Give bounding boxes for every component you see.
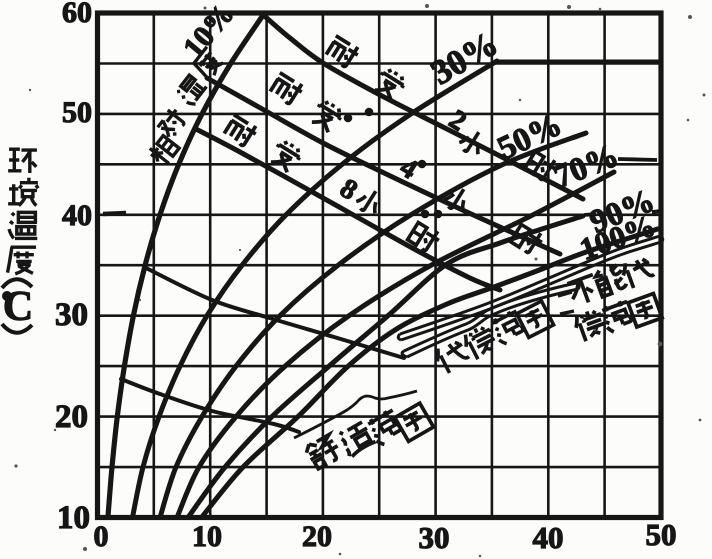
svg-text:20: 20 [302, 520, 332, 553]
svg-text:60: 60 [62, 0, 92, 29]
svg-text:40: 40 [62, 199, 92, 232]
svg-text:50: 50 [646, 517, 677, 552]
svg-text:20: 20 [55, 399, 88, 435]
svg-text:30: 30 [55, 297, 88, 333]
svg-text:C: C [3, 284, 33, 330]
svg-text:40: 40 [533, 520, 564, 555]
svg-text:50: 50 [62, 96, 92, 129]
svg-text:10: 10 [192, 520, 222, 553]
svg-text:0: 0 [94, 520, 109, 553]
svg-text:30: 30 [419, 520, 450, 555]
svg-text:10: 10 [57, 500, 90, 536]
